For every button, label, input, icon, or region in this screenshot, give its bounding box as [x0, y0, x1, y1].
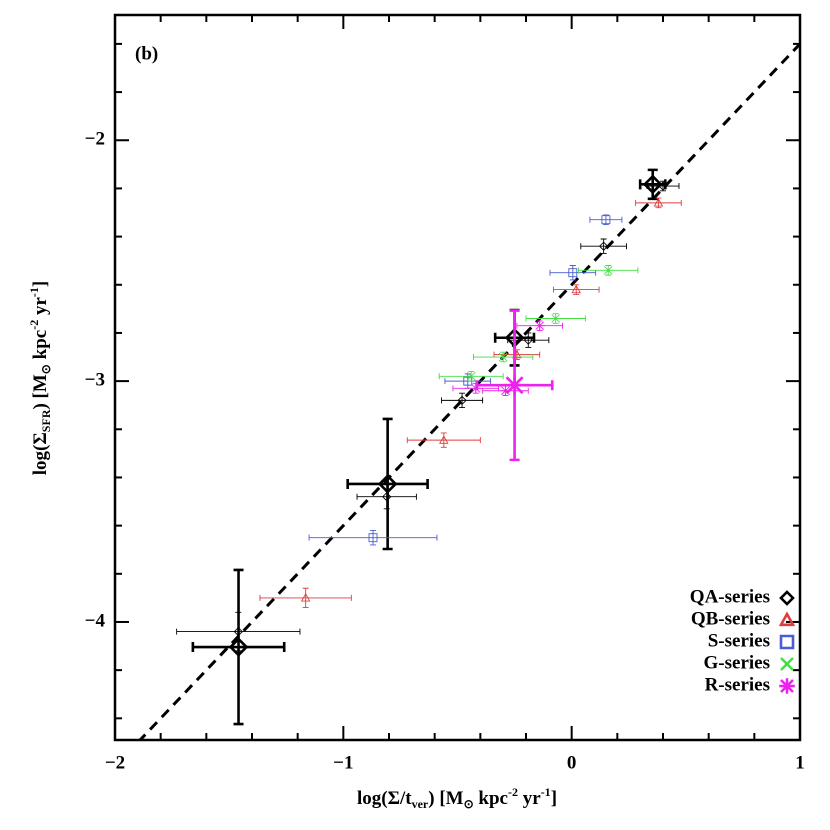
x-label-part: ⊙ — [464, 797, 474, 811]
y-error-bar — [233, 568, 244, 726]
legend-label: R-series — [705, 674, 770, 695]
legend-marker — [779, 678, 795, 694]
legend-label: G-series — [704, 652, 770, 673]
point — [642, 174, 663, 195]
x-axis-label: log(Σ/tver) [M⊙ kpc-2 yr-1] — [357, 785, 557, 811]
legend-marker — [779, 590, 795, 606]
point — [300, 592, 311, 602]
series — [176, 168, 680, 726]
plot-frame — [113, 13, 802, 742]
x-tick-label: −1 — [333, 752, 353, 773]
point — [439, 435, 449, 444]
y-label-part: log(Σ — [30, 432, 51, 475]
series — [308, 214, 623, 546]
y-label-part: SFR — [39, 409, 53, 432]
y-error-bar — [382, 417, 393, 551]
point — [463, 376, 473, 386]
y-error-bar — [602, 214, 609, 226]
point — [457, 395, 467, 406]
point — [504, 374, 525, 396]
y-label-part: -2 — [27, 320, 41, 330]
point — [500, 385, 511, 396]
point — [601, 215, 611, 225]
x-tick-label: 0 — [567, 752, 577, 773]
y-axis-label: log(ΣSFR) [M⊙ kpc-2 yr-1] — [27, 281, 53, 475]
x-label-part: yr — [518, 788, 541, 809]
x-label-part: ver — [412, 797, 429, 811]
point — [603, 265, 613, 275]
x-label-part: ] — [551, 788, 557, 809]
legend-label: QA-series — [690, 586, 770, 607]
point — [571, 284, 581, 294]
legend-label: QB-series — [691, 608, 770, 629]
y-tick-label: −2 — [85, 129, 105, 150]
x-label-part: -2 — [508, 785, 518, 799]
point — [568, 268, 578, 278]
y-label-part: ) [M — [30, 374, 51, 409]
y-tick-label: −4 — [85, 610, 106, 631]
y-label-part: ] — [30, 281, 51, 287]
legend-marker — [779, 634, 795, 650]
legend-marker — [778, 611, 796, 627]
y-label-part: ⊙ — [39, 364, 53, 374]
point — [551, 314, 561, 323]
y-tick-label: −3 — [85, 369, 105, 390]
x-tick-label: −2 — [105, 752, 125, 773]
point — [228, 637, 249, 657]
legend-marker — [780, 657, 794, 671]
point — [598, 241, 609, 251]
x-label-part: kpc — [474, 788, 508, 809]
x-tick-label: 1 — [795, 752, 805, 773]
y-error-bar — [600, 238, 607, 254]
point — [653, 197, 664, 207]
series — [452, 309, 563, 462]
point — [466, 371, 476, 381]
y-label-part: yr — [30, 297, 51, 320]
y-error-bar — [370, 529, 377, 546]
y-error-bar — [569, 265, 576, 281]
x-label-part: -1 — [541, 785, 551, 799]
legend-label: S-series — [708, 630, 770, 651]
series — [438, 265, 639, 382]
y-label-part: kpc — [30, 330, 51, 364]
point — [498, 352, 508, 362]
point — [368, 533, 378, 543]
y-label-part: -1 — [27, 287, 41, 297]
point — [377, 474, 398, 494]
y-error-bar — [302, 587, 309, 608]
point — [534, 320, 545, 331]
panel-label: (b) — [135, 43, 158, 64]
series — [259, 197, 682, 608]
y-error-bar — [459, 392, 466, 409]
x-label-part: ) [M — [428, 788, 463, 809]
x-label-part: log(Σ/t — [357, 788, 412, 809]
y-error-bar — [525, 332, 532, 348]
reference-line — [138, 42, 800, 740]
